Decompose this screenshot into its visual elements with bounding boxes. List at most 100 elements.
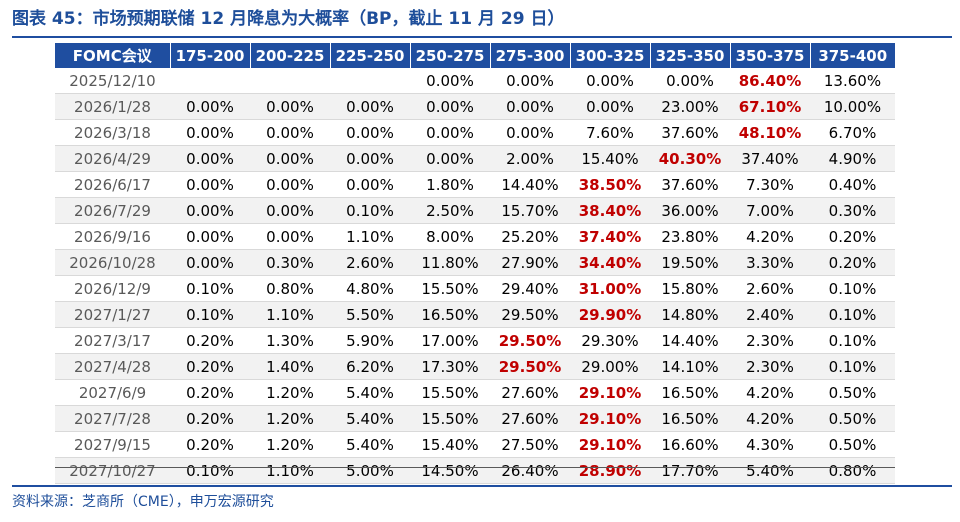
probability-cell: 2.40% [730, 301, 810, 328]
highest-probability-cell: 29.10% [570, 431, 650, 458]
highest-probability-cell: 37.40% [570, 223, 650, 250]
probability-cell: 0.10% [810, 327, 895, 354]
probability-cell: 27.60% [490, 405, 570, 432]
probability-cell: 5.40% [330, 405, 410, 432]
probability-cell: 0.00% [250, 93, 330, 120]
meeting-date-cell: 2027/10/27 [55, 457, 170, 484]
probability-cell: 29.50% [490, 301, 570, 328]
probability-cell: 0.00% [330, 145, 410, 172]
highest-probability-cell: 29.50% [490, 353, 570, 380]
probability-cell: 29.30% [570, 327, 650, 354]
probability-cell: 0.00% [170, 171, 250, 198]
probability-cell: 0.20% [170, 405, 250, 432]
probability-cell: 14.40% [650, 327, 730, 354]
probability-cell: 37.40% [730, 145, 810, 172]
probability-cell: 4.20% [730, 405, 810, 432]
probability-cell: 0.10% [330, 197, 410, 224]
probability-cell: 0.00% [330, 171, 410, 198]
probability-cell: 27.50% [490, 431, 570, 458]
column-header: FOMC会议 [55, 43, 171, 68]
table-header-row: FOMC会议 175-200 200-225 225-250 250-275 2… [55, 43, 895, 68]
table-bottom-rule [55, 467, 895, 468]
probability-cell: 0.00% [250, 145, 330, 172]
probability-cell: 7.30% [730, 171, 810, 198]
probability-cell: 15.40% [410, 431, 490, 458]
table-row: 2026/6/17 0.00% 0.00% 0.00% 1.80% 14.40% 38.50… [55, 171, 895, 198]
probability-cell: 17.30% [410, 353, 490, 380]
probability-cell: 0.40% [810, 171, 895, 198]
probability-cell: 0.00% [170, 93, 250, 120]
column-header: 225-250 [330, 43, 411, 68]
probability-cell: 5.40% [330, 431, 410, 458]
probability-cell: 16.60% [650, 431, 730, 458]
probability-cell: 0.00% [570, 93, 650, 120]
probability-cell: 0.20% [170, 327, 250, 354]
probability-cell: 4.30% [730, 431, 810, 458]
probability-cell: 37.60% [650, 171, 730, 198]
column-header: 350-375 [730, 43, 811, 68]
probability-cell: 0.10% [170, 275, 250, 302]
probability-cell: 26.40% [490, 457, 570, 484]
column-header: 175-200 [170, 43, 251, 68]
probability-cell: 15.70% [490, 197, 570, 224]
probability-cell: 0.00% [650, 68, 730, 94]
probability-cell: 15.50% [410, 275, 490, 302]
probability-cell: 0.30% [250, 249, 330, 276]
table-row: 2026/1/28 0.00% 0.00% 0.00% 0.00% 0.00% 0.00% 2… [55, 93, 895, 120]
probability-cell: 0.20% [170, 431, 250, 458]
table-row: 2026/7/29 0.00% 0.00% 0.10% 2.50% 15.70% 38.40… [55, 197, 895, 224]
probability-cell: 0.50% [810, 379, 895, 406]
probability-cell: 1.40% [250, 353, 330, 380]
meeting-date-cell: 2027/4/28 [55, 353, 170, 380]
probability-cell: 17.70% [650, 457, 730, 484]
probability-cell: 0.00% [170, 145, 250, 172]
probability-cell: 14.50% [410, 457, 490, 484]
table-row: 2026/4/29 0.00% 0.00% 0.00% 0.00% 2.00% 15.40%… [55, 145, 895, 172]
probability-cell: 2.50% [410, 197, 490, 224]
probability-cell: 4.20% [730, 379, 810, 406]
table-row: 2027/4/28 0.20% 1.40% 6.20% 17.30% 29.50% 29.0… [55, 353, 895, 380]
table-body: 2025/12/10 0.00% 0.00% 0.00% 0.00% 86.40% 13.6… [55, 68, 895, 484]
probability-cell [170, 68, 250, 94]
meeting-date-cell: 2027/3/17 [55, 327, 170, 354]
probability-cell: 0.00% [490, 93, 570, 120]
highest-probability-cell: 38.40% [570, 197, 650, 224]
column-header: 300-325 [570, 43, 651, 68]
probability-cell: 0.10% [170, 301, 250, 328]
table-row: 2025/12/10 0.00% 0.00% 0.00% 0.00% 86.40% 13.6… [55, 68, 895, 94]
probability-cell: 5.90% [330, 327, 410, 354]
probability-cell: 11.80% [410, 249, 490, 276]
probability-cell: 14.80% [650, 301, 730, 328]
probability-cell: 37.60% [650, 119, 730, 146]
probability-cell: 0.00% [170, 249, 250, 276]
table-row: 2027/1/27 0.10% 1.10% 5.50% 16.50% 29.50% 29.9… [55, 301, 895, 328]
probability-cell: 2.30% [730, 327, 810, 354]
probability-cell: 5.50% [330, 301, 410, 328]
probability-cell: 0.50% [810, 431, 895, 458]
probability-cell: 5.40% [730, 457, 810, 484]
highest-probability-cell: 28.90% [570, 457, 650, 484]
highest-probability-cell: 34.40% [570, 249, 650, 276]
highest-probability-cell: 29.90% [570, 301, 650, 328]
probability-cell: 0.10% [810, 353, 895, 380]
table-row: 2026/3/18 0.00% 0.00% 0.00% 0.00% 0.00% 7.60% 3… [55, 119, 895, 146]
source-note: 资料来源：芝商所（CME），申万宏源研究 [12, 494, 274, 510]
probability-cell: 0.00% [170, 223, 250, 250]
probability-cell: 5.00% [330, 457, 410, 484]
probability-cell [330, 68, 410, 94]
probability-cell: 0.20% [810, 249, 895, 276]
table-row: 2026/9/16 0.00% 0.00% 1.10% 8.00% 25.20% 37.40… [55, 223, 895, 250]
probability-cell: 1.80% [410, 171, 490, 198]
highest-probability-cell: 67.10% [730, 93, 810, 120]
probability-cell: 15.80% [650, 275, 730, 302]
probability-cell: 0.10% [810, 301, 895, 328]
probability-cell: 25.20% [490, 223, 570, 250]
meeting-date-cell: 2026/4/29 [55, 145, 170, 172]
probability-cell: 6.20% [330, 353, 410, 380]
meeting-date-cell: 2027/1/27 [55, 301, 170, 328]
fomc-probability-table: FOMC会议 175-200 200-225 225-250 250-275 2… [55, 43, 895, 484]
probability-cell: 14.40% [490, 171, 570, 198]
probability-cell: 0.20% [170, 379, 250, 406]
probability-cell: 27.60% [490, 379, 570, 406]
table-row: 2027/3/17 0.20% 1.30% 5.90% 17.00% 29.50% 29.3… [55, 327, 895, 354]
